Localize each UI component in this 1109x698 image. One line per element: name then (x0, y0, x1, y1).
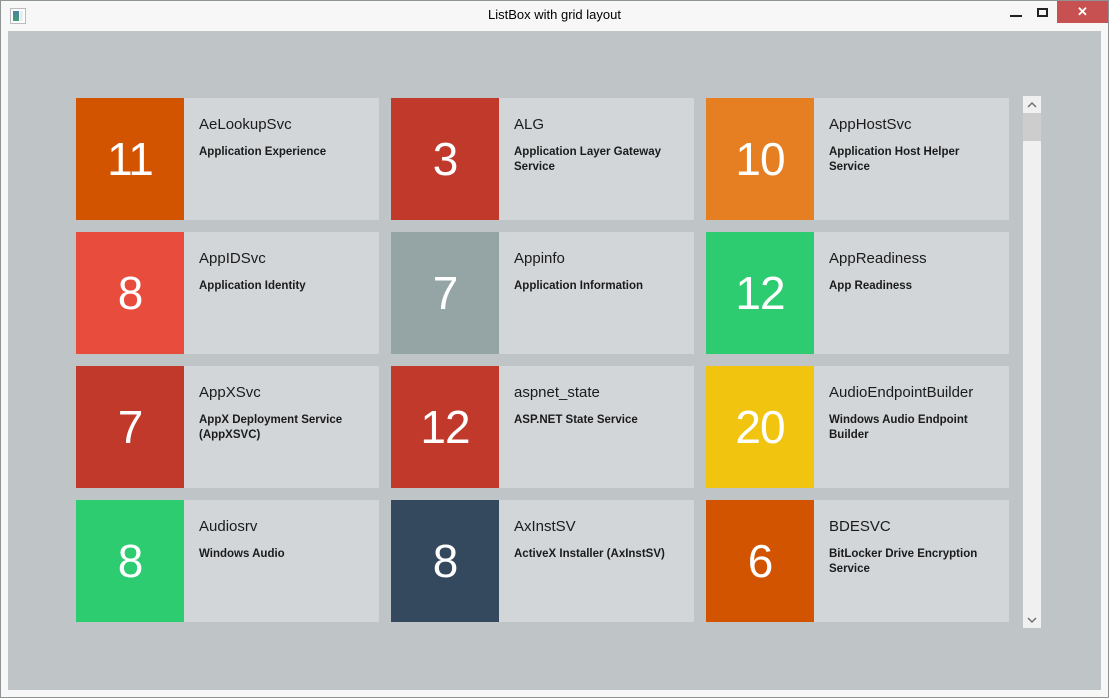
service-count-badge: 6 (706, 500, 814, 622)
service-tile[interactable]: 7 Appinfo Application Information (391, 232, 694, 354)
maximize-icon (1037, 8, 1048, 17)
service-description: Application Layer Gateway Service (514, 145, 678, 175)
service-count: 10 (735, 132, 784, 186)
service-description: AppX Deployment Service (AppXSVC) (199, 413, 363, 443)
service-count-badge: 12 (706, 232, 814, 354)
listbox-panel: 11 AeLookupSvc Application Experience 3 … (8, 31, 1101, 690)
service-tile[interactable]: 12 aspnet_state ASP.NET State Service (391, 366, 694, 488)
service-description: ASP.NET State Service (514, 413, 678, 428)
service-description: Application Identity (199, 279, 363, 294)
service-count: 12 (420, 400, 469, 454)
service-count-badge: 3 (391, 98, 499, 220)
service-tile[interactable]: 7 AppXSvc AppX Deployment Service (AppXS… (76, 366, 379, 488)
service-description: Application Host Helper Service (829, 145, 993, 175)
service-count: 8 (433, 534, 458, 588)
service-description: Windows Audio Endpoint Builder (829, 413, 993, 443)
service-tile[interactable]: 20 AudioEndpointBuilder Windows Audio En… (706, 366, 1009, 488)
service-count: 7 (433, 266, 458, 320)
close-icon: ✕ (1077, 4, 1088, 20)
titlebar: ListBox with grid layout ✕ (1, 1, 1108, 31)
chevron-up-icon (1027, 102, 1037, 108)
close-button[interactable]: ✕ (1057, 1, 1108, 23)
service-name: AppIDSvc (199, 249, 363, 268)
service-count-badge: 12 (391, 366, 499, 488)
service-count-badge: 8 (391, 500, 499, 622)
service-description: BitLocker Drive Encryption Service (829, 547, 993, 577)
service-tile[interactable]: 6 BDESVC BitLocker Drive Encryption Serv… (706, 500, 1009, 622)
minimize-button[interactable] (1003, 1, 1030, 23)
service-count-badge: 11 (76, 98, 184, 220)
service-count-badge: 8 (76, 500, 184, 622)
service-count: 3 (433, 132, 458, 186)
service-count: 7 (118, 400, 143, 454)
service-name: BDESVC (829, 517, 993, 536)
service-count-badge: 10 (706, 98, 814, 220)
service-count: 12 (735, 266, 784, 320)
service-name: AeLookupSvc (199, 115, 363, 134)
service-name: Appinfo (514, 249, 678, 268)
service-name: AxInstSV (514, 517, 678, 536)
service-name: AppReadiness (829, 249, 993, 268)
service-description: Application Information (514, 279, 678, 294)
service-tile[interactable]: 10 AppHostSvc Application Host Helper Se… (706, 98, 1009, 220)
service-name: aspnet_state (514, 383, 678, 402)
vertical-scrollbar[interactable] (1023, 96, 1041, 628)
service-count: 11 (107, 132, 153, 186)
services-grid: 11 AeLookupSvc Application Experience 3 … (76, 98, 1009, 622)
scroll-up-button[interactable] (1023, 96, 1041, 113)
service-tile[interactable]: 8 AppIDSvc Application Identity (76, 232, 379, 354)
service-name: Audiosrv (199, 517, 363, 536)
service-tile[interactable]: 12 AppReadiness App Readiness (706, 232, 1009, 354)
service-name: ALG (514, 115, 678, 134)
service-description: Application Experience (199, 145, 363, 160)
scroll-down-button[interactable] (1023, 611, 1041, 628)
service-description: App Readiness (829, 279, 993, 294)
service-description: ActiveX Installer (AxInstSV) (514, 547, 678, 562)
service-count-badge: 7 (391, 232, 499, 354)
service-tile[interactable]: 8 AxInstSV ActiveX Installer (AxInstSV) (391, 500, 694, 622)
app-window: ListBox with grid layout ✕ 11 AeLookupSv… (0, 0, 1109, 698)
service-tile[interactable]: 3 ALG Application Layer Gateway Service (391, 98, 694, 220)
service-count: 8 (118, 266, 143, 320)
service-tile[interactable]: 11 AeLookupSvc Application Experience (76, 98, 379, 220)
scrollbar-thumb[interactable] (1023, 113, 1041, 141)
service-count-badge: 7 (76, 366, 184, 488)
service-description: Windows Audio (199, 547, 363, 562)
service-name: AudioEndpointBuilder (829, 383, 993, 402)
maximize-button[interactable] (1030, 1, 1057, 23)
service-count: 20 (735, 400, 784, 454)
service-name: AppHostSvc (829, 115, 993, 134)
chevron-down-icon (1027, 617, 1037, 623)
service-count-badge: 20 (706, 366, 814, 488)
service-count-badge: 8 (76, 232, 184, 354)
service-name: AppXSvc (199, 383, 363, 402)
minimize-icon (1010, 15, 1022, 17)
service-count: 6 (748, 534, 773, 588)
window-title: ListBox with grid layout (1, 1, 1108, 31)
service-tile[interactable]: 8 Audiosrv Windows Audio (76, 500, 379, 622)
service-count: 8 (118, 534, 143, 588)
